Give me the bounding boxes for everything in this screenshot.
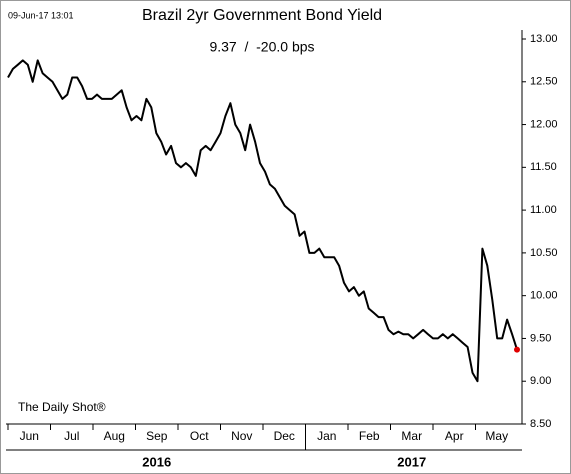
y-tick-label: 12.50 <box>530 76 558 88</box>
x-tick-label: Feb <box>359 429 380 443</box>
year-label: 2017 <box>397 454 426 469</box>
y-tick-label: 10.50 <box>530 247 558 259</box>
x-tick-label: May <box>485 429 508 443</box>
timestamp: 09-Jun-17 13:01 <box>8 10 74 20</box>
x-tick-label: Oct <box>190 429 209 443</box>
y-tick-label: 9.50 <box>530 332 551 344</box>
last-point <box>514 346 520 353</box>
x-tick-label: Jul <box>64 429 79 443</box>
x-tick-label: Mar <box>401 429 422 443</box>
year-label: 2016 <box>142 454 171 469</box>
x-tick-label: Jan <box>317 429 336 443</box>
chart-title: Brazil 2yr Government Bond Yield <box>142 7 382 24</box>
x-tick-label: Sep <box>146 429 168 443</box>
x-tick-label: Aug <box>104 429 125 443</box>
y-tick-label: 11.50 <box>530 161 557 173</box>
y-tick-label: 11.00 <box>530 204 557 216</box>
annotation: The Daily Shot® <box>18 400 106 414</box>
x-tick-label: Dec <box>274 429 295 443</box>
x-tick-label: Apr <box>445 429 464 443</box>
y-tick-label: 10.00 <box>530 290 558 302</box>
y-tick-label: 12.00 <box>530 118 558 130</box>
x-tick-label: Nov <box>231 429 252 443</box>
x-tick-label: Jun <box>20 429 39 443</box>
y-tick-label: 13.00 <box>530 33 558 45</box>
y-tick-label: 9.00 <box>530 375 551 387</box>
yield-line <box>7 59 518 383</box>
chart-subtitle: 9.37 / -20.0 bps <box>209 39 314 55</box>
y-tick-label: 8.50 <box>530 418 551 430</box>
